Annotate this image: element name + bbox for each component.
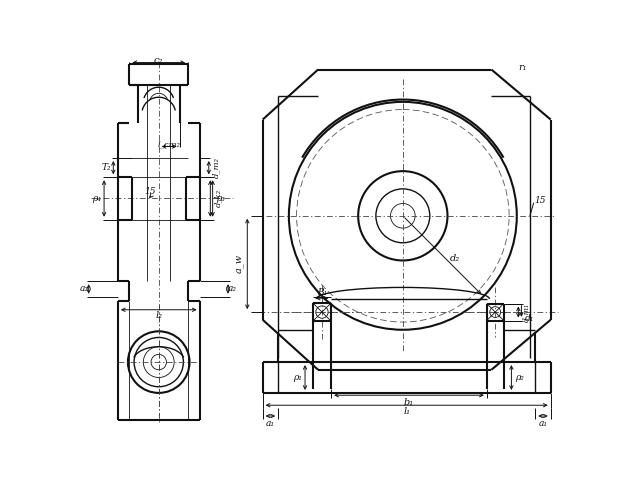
Text: a₂: a₂ [80,284,88,294]
Text: a₂: a₂ [228,284,237,294]
Text: B₁: B₁ [317,287,327,297]
Text: ρ₄: ρ₄ [92,194,101,202]
Text: d_k₂: d_k₂ [214,189,222,207]
Text: a₁: a₁ [538,419,548,428]
Text: c₂: c₂ [154,56,163,65]
Text: a_w: a_w [235,254,244,273]
Text: l_cm₂: l_cm₂ [158,140,181,148]
Text: d₂: d₂ [450,254,460,263]
Text: ρ₁: ρ₁ [293,373,302,382]
Text: l₁: l₁ [403,407,410,416]
Text: l₂: l₂ [155,312,162,320]
Text: ρ₂: ρ₂ [515,373,523,382]
Text: ρ₃: ρ₃ [216,194,225,202]
Text: d_m₂: d_m₂ [212,157,221,178]
Text: 15: 15 [145,187,156,197]
Text: d₁: d₁ [525,314,534,323]
Text: a₁: a₁ [266,419,275,428]
Text: r₁: r₁ [518,63,526,71]
Text: T₂: T₂ [102,163,111,172]
Text: b₁: b₁ [403,398,413,407]
Text: 15: 15 [534,196,546,205]
Text: d_m₁: d_m₁ [522,302,530,322]
